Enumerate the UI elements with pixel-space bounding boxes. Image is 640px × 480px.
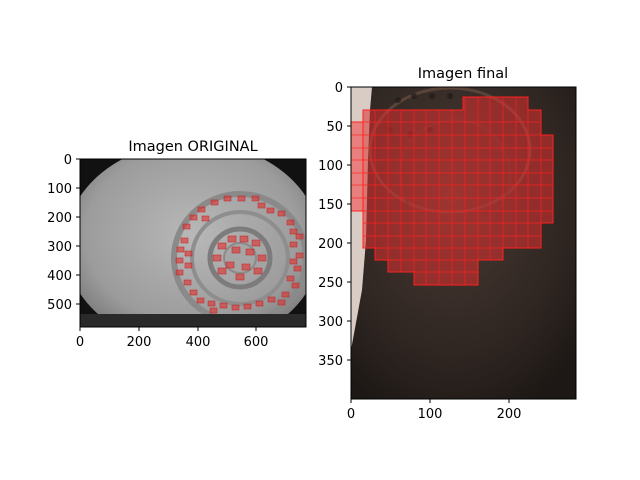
tick-label: 600 [244, 335, 269, 350]
tick-label: 50 [326, 120, 343, 135]
original-image [80, 159, 306, 327]
tick-label: 300 [318, 315, 343, 330]
subplot-final-title: Imagen final [418, 66, 508, 82]
tick-label: 100 [418, 407, 443, 422]
final-y-axis: 0 50 100 150 200 250 300 350 [318, 81, 351, 369]
tick-label: 0 [76, 335, 84, 350]
tick-label: 400 [47, 269, 72, 284]
tick-label: 200 [318, 237, 343, 252]
original-y-axis: 0 100 200 300 400 500 [47, 153, 80, 313]
tick-label: 400 [186, 335, 211, 350]
tick-label: 200 [47, 211, 72, 226]
final-overlay-grid [351, 96, 554, 286]
tick-label: 200 [127, 335, 152, 350]
tick-label: 350 [318, 354, 343, 369]
subplot-original: Imagen ORIGINAL [47, 139, 307, 350]
subplot-final: Imagen final [318, 66, 577, 422]
tick-label: 0 [335, 81, 343, 96]
tick-label: 250 [318, 276, 343, 291]
subplot-original-title: Imagen ORIGINAL [128, 139, 257, 155]
final-image [351, 87, 576, 399]
original-x-axis: 0 200 400 600 [76, 327, 269, 350]
tick-label: 150 [318, 198, 343, 213]
tick-label: 0 [347, 407, 355, 422]
tick-label: 100 [47, 182, 72, 197]
tick-label: 500 [47, 298, 72, 313]
tick-label: 300 [47, 240, 72, 255]
tick-label: 0 [64, 153, 72, 168]
tick-label: 100 [318, 159, 343, 174]
final-x-axis: 0 100 200 [347, 399, 522, 422]
original-detection-markers [175, 195, 304, 314]
tick-label: 200 [497, 407, 522, 422]
